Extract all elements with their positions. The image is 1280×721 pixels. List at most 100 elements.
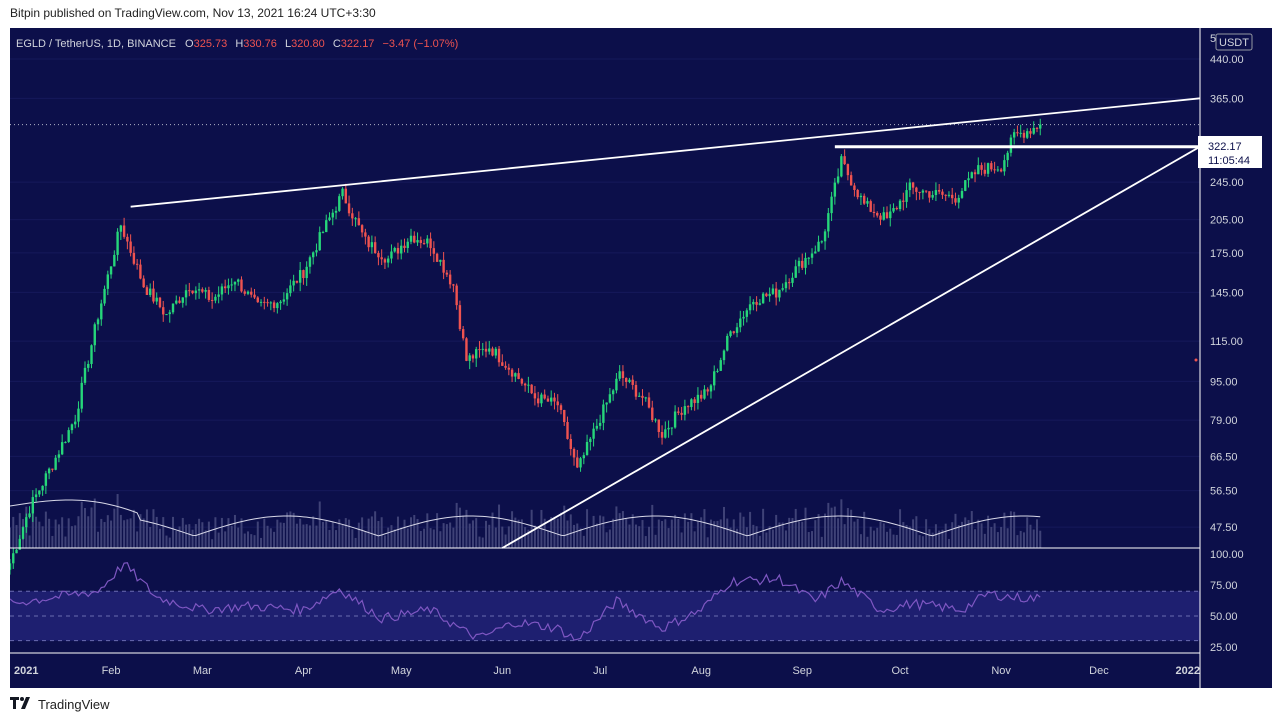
volume-bar bbox=[843, 524, 846, 548]
candle-body bbox=[184, 290, 188, 298]
volume-bar bbox=[938, 530, 941, 548]
candle-body bbox=[840, 156, 843, 177]
volume-bar bbox=[1035, 519, 1038, 548]
volume-bar bbox=[788, 517, 791, 548]
candle-body bbox=[201, 289, 204, 292]
volume-bar bbox=[592, 515, 595, 548]
candle-body bbox=[954, 198, 957, 203]
candle-body bbox=[983, 169, 987, 174]
candle-body bbox=[135, 263, 139, 265]
volume-bar bbox=[100, 518, 103, 548]
candle-body bbox=[41, 485, 44, 491]
volume-bar bbox=[361, 517, 364, 548]
volume-bar bbox=[602, 516, 605, 548]
candle-body bbox=[1026, 131, 1029, 138]
volume-bar bbox=[383, 535, 386, 548]
candle-body bbox=[165, 314, 168, 316]
time-tick-label: May bbox=[391, 665, 412, 677]
legend-high: 330.76 bbox=[243, 38, 277, 50]
candle-body bbox=[624, 378, 628, 382]
volume-bar bbox=[116, 494, 119, 548]
volume-bar bbox=[54, 519, 57, 548]
candle-body bbox=[774, 288, 778, 298]
volume-bar bbox=[175, 530, 178, 548]
price-tick-label: 115.00 bbox=[1210, 336, 1243, 348]
candle-body bbox=[168, 312, 171, 315]
candle-body bbox=[1032, 127, 1035, 134]
price-tick-label: 56.50 bbox=[1210, 486, 1238, 498]
candle-body bbox=[83, 367, 87, 383]
rsi-tick-label: 50.00 bbox=[1210, 611, 1238, 623]
volume-bar bbox=[1009, 511, 1012, 548]
candle-body bbox=[598, 422, 602, 426]
volume-bar bbox=[811, 531, 814, 548]
volume-bar bbox=[651, 504, 654, 548]
currency-badge[interactable] bbox=[1215, 33, 1253, 51]
volume-bar bbox=[511, 511, 514, 548]
time-tick-label: Jun bbox=[493, 665, 511, 677]
candle-body bbox=[188, 290, 191, 292]
volume-bar bbox=[886, 531, 889, 548]
volume-bar bbox=[693, 531, 696, 548]
volume-bar bbox=[387, 527, 390, 548]
candle-body bbox=[347, 203, 351, 214]
candle-body bbox=[403, 245, 406, 249]
trendlines[interactable] bbox=[130, 97, 1201, 549]
candle-body bbox=[77, 408, 80, 422]
volume-bar bbox=[967, 520, 970, 548]
time-tick-label: Feb bbox=[102, 665, 121, 677]
volume-bar bbox=[833, 506, 836, 548]
volume-bar bbox=[172, 516, 175, 548]
volume-bar bbox=[57, 524, 60, 548]
candle-body bbox=[657, 419, 660, 433]
candle-body bbox=[422, 242, 426, 244]
volume-bar bbox=[263, 518, 266, 548]
price-chart[interactable]: 2021 Feb Mar Apr May Jun Jul Aug Sep Oct Nov Dec 202… bbox=[10, 28, 1272, 688]
candle-body bbox=[468, 355, 471, 361]
candle-body bbox=[132, 252, 136, 264]
candle-body bbox=[1006, 152, 1009, 161]
candle-body bbox=[12, 553, 15, 564]
volume-bar bbox=[77, 516, 80, 548]
volume-bar bbox=[445, 524, 448, 548]
volume-bar bbox=[784, 530, 787, 548]
volume-bar bbox=[273, 531, 276, 548]
tradingview-logo-icon[interactable] bbox=[10, 696, 32, 712]
volume-bar bbox=[696, 521, 699, 548]
candle-body bbox=[233, 281, 237, 285]
volume-bar bbox=[18, 513, 21, 548]
volume-bar bbox=[850, 509, 853, 548]
candle-body bbox=[810, 253, 814, 258]
volume-bar bbox=[201, 522, 204, 548]
currency-label: USDT bbox=[1219, 37, 1249, 49]
candle-body bbox=[602, 404, 605, 423]
volume-bar bbox=[820, 536, 823, 548]
candle-body bbox=[295, 280, 299, 283]
candle-body bbox=[804, 257, 807, 268]
candle-body bbox=[501, 362, 504, 366]
candle-body bbox=[729, 331, 732, 336]
volume-bar bbox=[70, 526, 73, 548]
volume-bar bbox=[778, 522, 781, 548]
current-price-tag bbox=[1198, 136, 1262, 168]
tradingview-brand[interactable]: TradingView bbox=[38, 696, 110, 712]
candle-body bbox=[1012, 132, 1016, 138]
candle-body bbox=[677, 411, 680, 413]
volume-bar bbox=[703, 509, 706, 548]
candle-body bbox=[10, 563, 12, 570]
candle-body bbox=[960, 190, 964, 198]
candle-body bbox=[354, 218, 357, 220]
candle-body bbox=[253, 294, 256, 298]
candle-body bbox=[889, 211, 892, 219]
volume-bar bbox=[830, 507, 833, 548]
volume-bar bbox=[230, 525, 233, 548]
volume-bar bbox=[110, 520, 113, 548]
candle-body bbox=[315, 250, 318, 253]
candle-body bbox=[325, 220, 328, 233]
volume-bar bbox=[941, 529, 944, 548]
candle-body bbox=[305, 266, 308, 279]
volume-bar bbox=[993, 523, 996, 548]
volume-bar bbox=[944, 523, 947, 548]
volume-bar bbox=[103, 522, 106, 548]
candle-body bbox=[755, 301, 758, 305]
